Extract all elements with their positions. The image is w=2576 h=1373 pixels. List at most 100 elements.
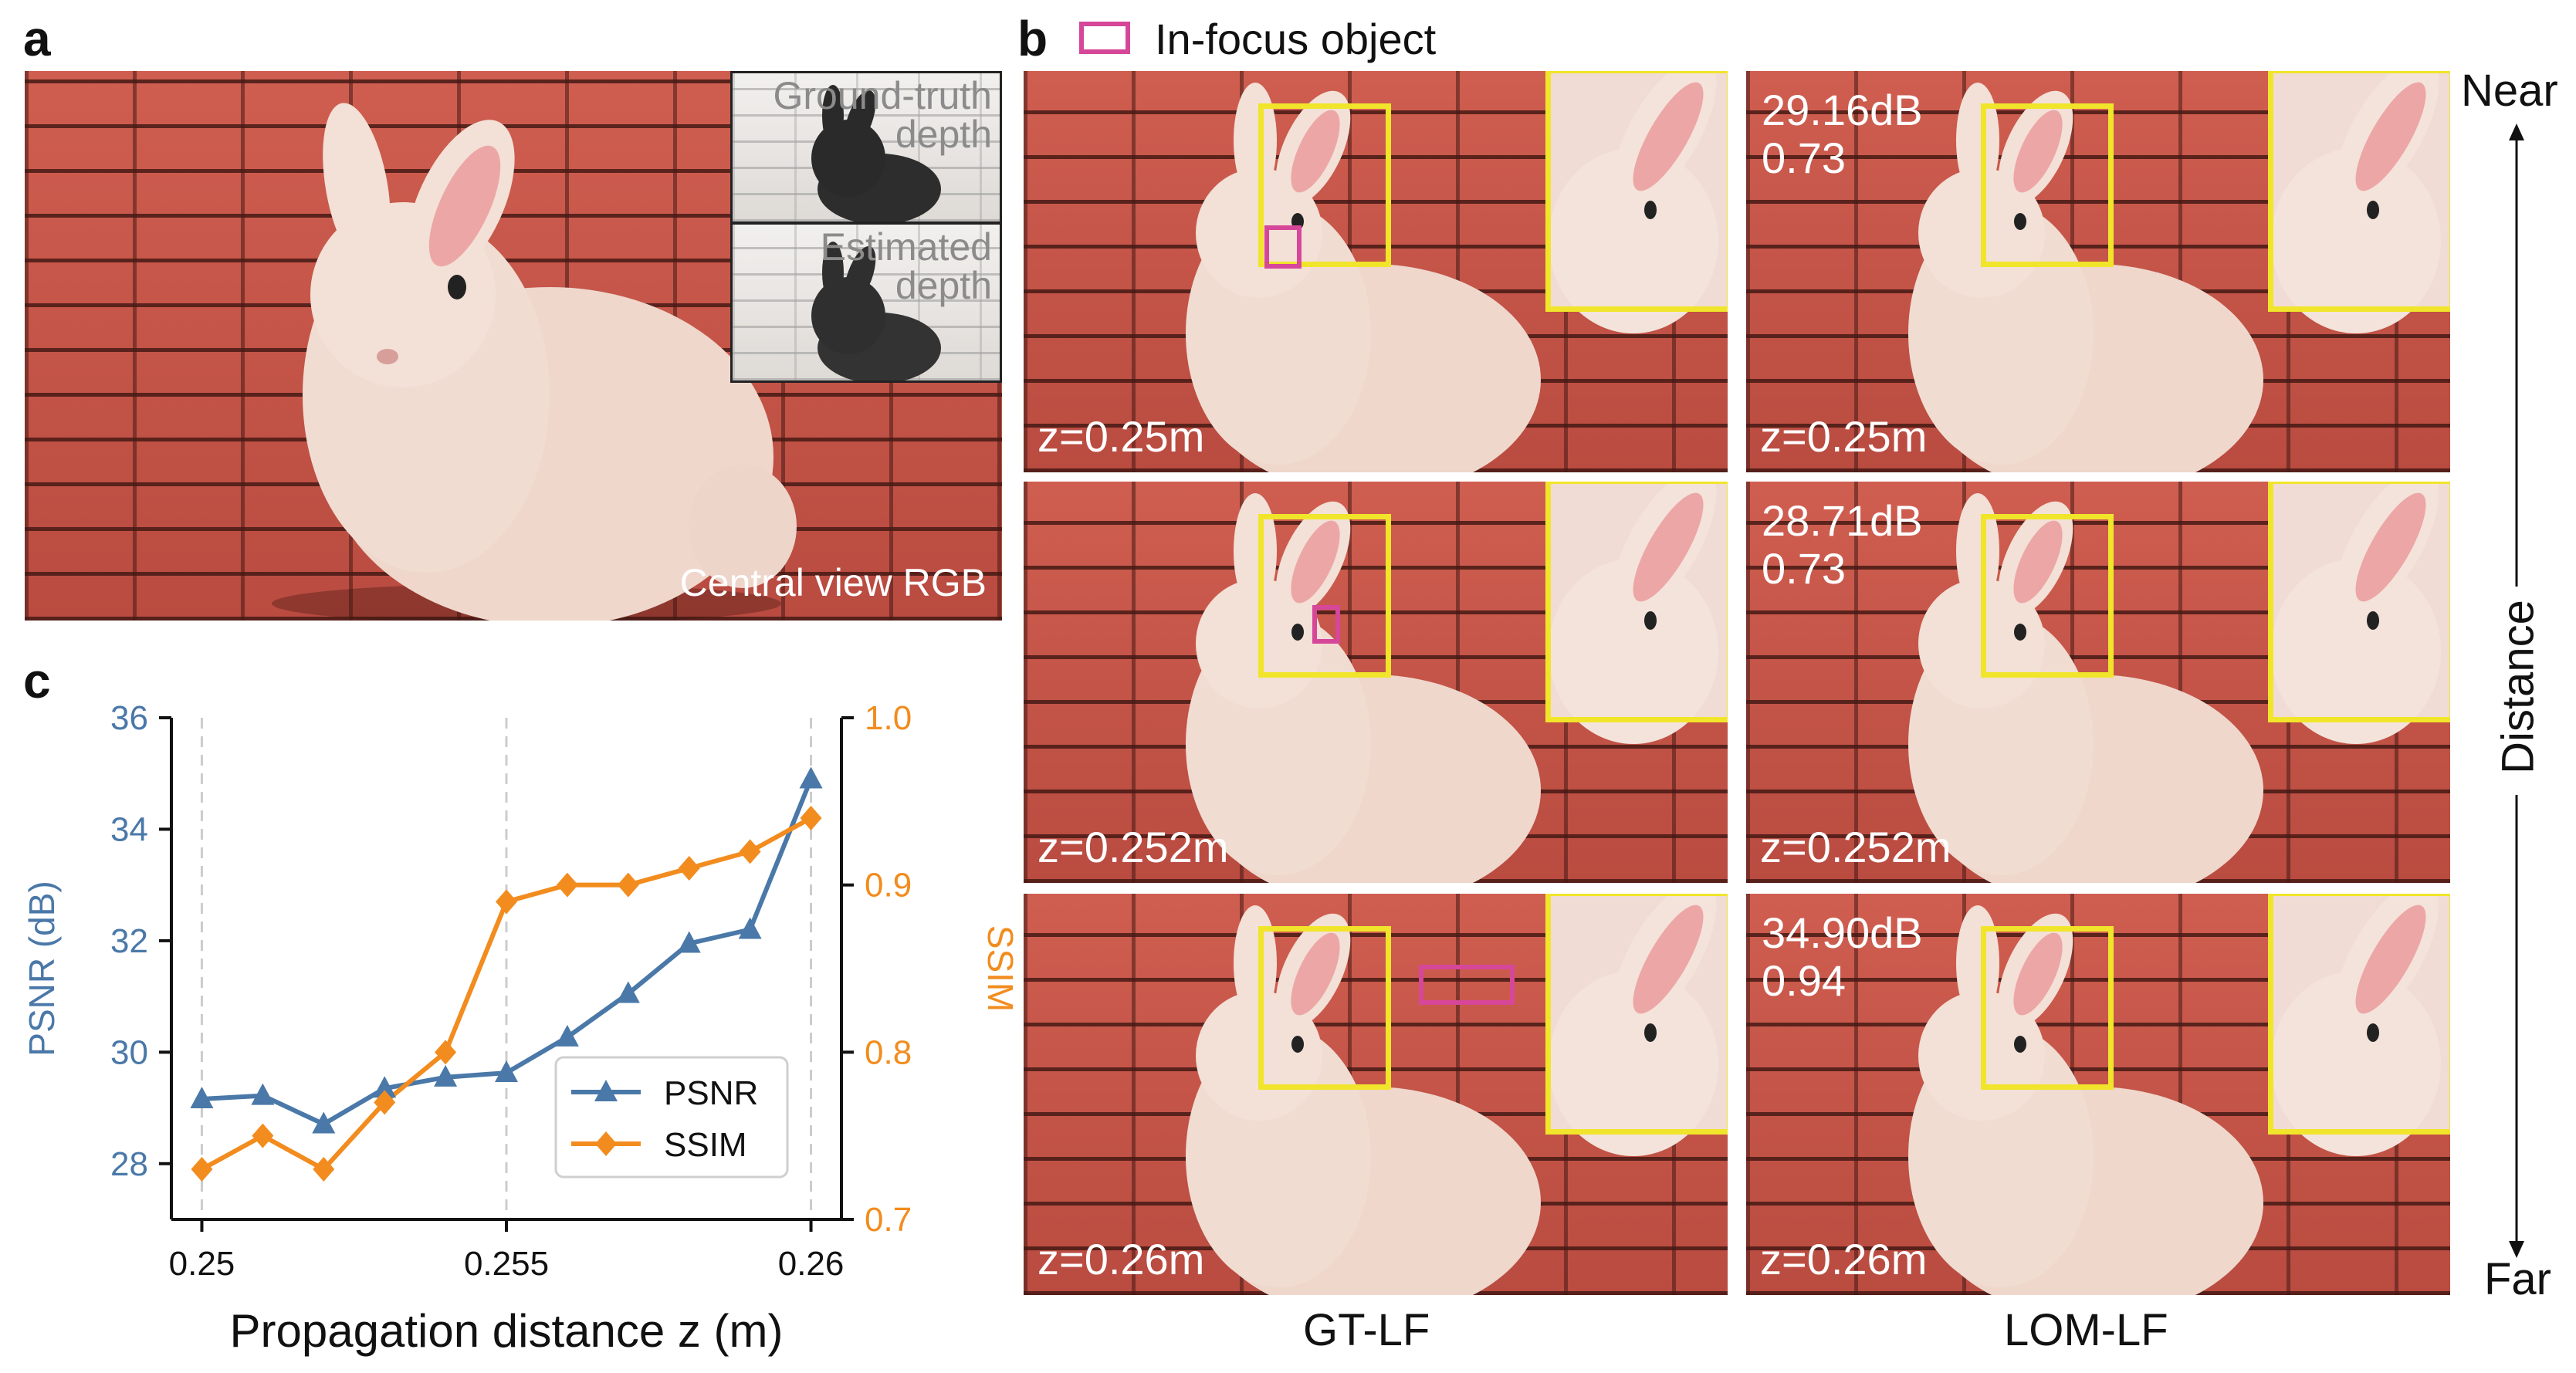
y-right-tick-label: 0.8 — [865, 1033, 912, 1071]
est-depth-line1: Estimated — [820, 225, 992, 269]
zoom-inset-box — [2268, 894, 2450, 1135]
x-tick-label: 0.25 — [169, 1245, 235, 1283]
y-left-tick-label: 36 — [110, 699, 148, 737]
tile-gt-row-2: z=0.26m — [1024, 894, 1728, 1295]
in-focus-marker — [1419, 965, 1515, 1005]
depth-silhouette-gt — [811, 85, 941, 222]
depth-silhouette-est — [811, 242, 941, 380]
in-focus-marker — [1264, 225, 1302, 269]
zoom-inset-box — [1545, 894, 1728, 1135]
ssim-point — [191, 1157, 213, 1182]
zoom-region-box — [1258, 926, 1391, 1090]
column-label-lom-lf: LOM-LF — [2004, 1305, 2168, 1355]
tile-lom-row-0: 29.16dB 0.73 z=0.25m — [1746, 71, 2450, 472]
psnr-value: 29.16dB — [1762, 86, 1923, 134]
y-left-tick-label: 28 — [110, 1145, 148, 1183]
psnr-point — [555, 1024, 579, 1047]
ssim-point — [435, 1040, 457, 1065]
psnr-point — [799, 766, 823, 789]
y-right-axis-label: SSIM — [980, 925, 1021, 1012]
tile-gt-row-1: z=0.252m — [1024, 482, 1728, 883]
panel-a-label: a — [23, 11, 51, 66]
ssim-point — [496, 889, 517, 915]
z-label: z=0.25m — [1760, 412, 1928, 461]
bunny-illustration — [1186, 894, 1728, 1295]
in-focus-marker — [1312, 605, 1340, 644]
legend-psnr-label: PSNR — [664, 1074, 758, 1112]
zoom-inset-box — [1545, 482, 1728, 722]
psnr-point — [495, 1060, 518, 1083]
y-right-tick-label: 1.0 — [865, 699, 912, 737]
psnr-point — [616, 981, 640, 1003]
estimated-depth-label: Estimated depth — [821, 228, 992, 305]
legend-ssim-marker — [595, 1131, 617, 1156]
x-axis-label: Propagation distance z (m) — [229, 1305, 783, 1357]
ssim-value: 0.73 — [1762, 133, 1846, 182]
zoom-region-box — [1258, 103, 1391, 267]
psnr-point — [312, 1111, 336, 1134]
ssim-point — [800, 806, 822, 830]
legend-psnr-marker — [594, 1080, 618, 1101]
in-focus-legend-swatch — [1079, 22, 1130, 54]
metric-readout: 34.90dB 0.94 — [1762, 909, 1923, 1004]
est-depth-line2: depth — [895, 264, 992, 307]
ssim-point — [678, 856, 700, 881]
tile-gt-row-0: z=0.25m — [1024, 71, 1728, 472]
bunny-illustration — [1186, 482, 1728, 883]
psnr-point — [677, 931, 701, 953]
column-label-gt-lf: GT-LF — [1303, 1305, 1430, 1355]
ssim-value: 0.73 — [1762, 543, 1846, 593]
ground-truth-depth-label: Ground-truth depth — [773, 76, 992, 154]
z-label: z=0.26m — [1038, 1235, 1205, 1283]
legend-ssim-label: SSIM — [664, 1126, 747, 1164]
z-label: z=0.252m — [1038, 823, 1229, 871]
panel-b-label: b — [1017, 11, 1048, 66]
psnr-value: 34.90dB — [1762, 908, 1923, 957]
gt-depth-line1: Ground-truth — [773, 74, 992, 117]
ground-truth-depth-inset: Ground-truth depth — [730, 71, 1002, 224]
ssim-value: 0.94 — [1762, 955, 1846, 1005]
y-left-tick-label: 30 — [110, 1033, 148, 1071]
z-label: z=0.26m — [1760, 1235, 1928, 1283]
bunny-illustration — [1908, 71, 2450, 472]
ssim-point — [374, 1090, 396, 1115]
in-focus-legend-text: In-focus object — [1155, 15, 1437, 63]
z-label: z=0.252m — [1760, 823, 1951, 871]
ssim-point — [617, 872, 639, 898]
psnr-point — [251, 1083, 275, 1105]
psnr-point — [373, 1076, 397, 1098]
psnr-value: 28.71dB — [1762, 496, 1923, 545]
z-label: z=0.25m — [1038, 412, 1205, 461]
zoom-inset-box — [2268, 71, 2450, 312]
zoom-region-box — [1981, 514, 2114, 678]
x-tick-label: 0.26 — [778, 1245, 845, 1283]
x-tick-label: 0.255 — [464, 1245, 549, 1283]
psnr-ssim-chart: 0.25 0.255 0.26 28 30 32 34 36 0.7 0.8 0.9 1.0 Propa… — [22, 699, 1021, 1357]
distance-arrow — [2509, 123, 2524, 1258]
bunny-illustration — [272, 103, 797, 621]
y-left-axis-label: PSNR (dB) — [22, 881, 62, 1056]
zoom-inset-box — [1545, 71, 1728, 312]
zoom-region-box — [1258, 514, 1391, 678]
bunny-illustration — [1186, 71, 1728, 472]
psnr-point — [738, 917, 762, 939]
tile-lom-row-1: 28.71dB 0.73 z=0.252m — [1746, 482, 2450, 883]
estimated-depth-inset: Estimated depth — [730, 222, 1002, 383]
central-view-caption: Central view RGB — [679, 561, 987, 604]
y-left-tick-label: 32 — [110, 922, 148, 960]
y-right-tick-label: 0.9 — [865, 867, 912, 905]
psnr-point — [434, 1064, 458, 1087]
zoom-region-box — [1981, 926, 2114, 1090]
distance-label: Distance — [2493, 600, 2544, 774]
panel-c-label: c — [23, 653, 51, 708]
gt-depth-line2: depth — [895, 113, 992, 156]
metric-readout: 28.71dB 0.73 — [1762, 497, 1923, 592]
near-label: Near — [2461, 66, 2558, 116]
ssim-point — [252, 1123, 274, 1148]
tile-lom-row-2: 34.90dB 0.94 z=0.26m — [1746, 894, 2450, 1295]
psnr-point — [190, 1087, 214, 1108]
y-left-tick-label: 34 — [110, 810, 148, 848]
ssim-point — [313, 1157, 335, 1182]
metric-readout: 29.16dB 0.73 — [1762, 86, 1923, 181]
zoom-region-box — [1981, 103, 2114, 267]
